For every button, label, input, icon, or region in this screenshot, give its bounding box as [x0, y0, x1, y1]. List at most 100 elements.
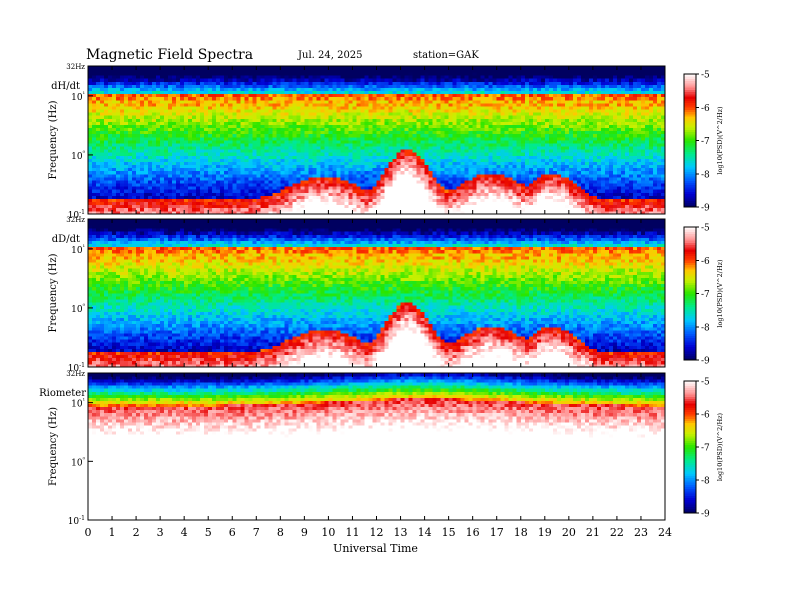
spectrogram-cell — [492, 204, 498, 209]
spectrogram-cell — [388, 112, 393, 116]
spectrogram-cell — [116, 186, 121, 190]
spectrogram-cell — [360, 189, 365, 193]
spectrogram-cell — [260, 136, 265, 141]
spectrogram-cell — [472, 201, 478, 206]
spectrogram-cell — [400, 143, 405, 147]
spectrogram-cell — [292, 189, 297, 193]
spectrogram-cell — [168, 180, 173, 184]
spectrogram-cell — [208, 84, 213, 88]
spectrogram-cell — [428, 106, 433, 110]
spectrogram-cell — [260, 204, 265, 209]
spectrogram-cell — [316, 146, 321, 150]
spectrogram-cell — [216, 87, 221, 92]
spectrogram-cell — [96, 167, 101, 172]
spectrogram-cell — [224, 204, 229, 209]
spectrogram-cell — [112, 75, 117, 79]
spectrogram-cell — [408, 189, 413, 193]
spectrogram-cell — [140, 204, 145, 209]
spectrogram-cell — [304, 152, 309, 156]
spectrogram-cell — [324, 204, 329, 209]
spectrogram-cell — [484, 75, 490, 79]
spectrogram-cell — [268, 124, 273, 129]
spectrogram-cell — [484, 136, 490, 141]
spectrogram-cell — [472, 72, 478, 76]
spectrogram-cell — [432, 99, 438, 104]
spectrogram-cell — [280, 112, 285, 116]
spectrogram-cell — [176, 72, 181, 76]
spectrogram-cell — [332, 66, 337, 70]
spectrogram-cell — [176, 167, 181, 172]
spectrogram-cell — [152, 78, 157, 82]
spectrogram-cell — [400, 103, 405, 107]
spectrogram-cell — [400, 152, 405, 156]
spectrogram-cell — [156, 72, 161, 76]
spectrogram-cell — [224, 127, 229, 132]
spectrogram-cell — [408, 66, 413, 70]
spectrogram-cell — [312, 180, 317, 184]
spectrogram-cell — [108, 109, 113, 113]
spectrogram-cell — [388, 118, 393, 122]
spectrogram-cell — [448, 72, 454, 76]
spectrogram-cell — [248, 103, 253, 107]
spectrogram-cell — [384, 93, 389, 98]
spectrogram-cell — [460, 115, 466, 119]
spectrogram-cell — [256, 130, 261, 135]
spectrogram-cell — [396, 164, 401, 169]
spectrogram-cell — [332, 180, 337, 184]
spectrogram-cell — [500, 164, 506, 169]
spectrogram-cell — [340, 115, 345, 119]
spectrogram-cell — [160, 146, 165, 150]
spectrogram-cell — [328, 66, 333, 70]
spectrogram-cell — [244, 121, 249, 125]
spectrogram-cell — [464, 192, 470, 196]
spectrogram-cell — [464, 99, 470, 104]
spectrogram-cell — [120, 155, 125, 159]
spectrogram-cell — [156, 124, 161, 129]
spectrogram-cell — [344, 84, 349, 88]
spectrogram-cell — [164, 152, 169, 156]
spectrogram-cell — [412, 103, 417, 107]
spectrogram-cell — [176, 195, 181, 199]
spectrogram-cell — [224, 112, 229, 116]
spectrogram-cell — [168, 109, 173, 113]
spectrogram-cell — [248, 164, 253, 169]
spectrogram-cell — [500, 143, 506, 147]
spectrogram-cell — [436, 109, 442, 113]
spectrogram-cell — [120, 167, 125, 172]
spectrogram-cell — [336, 78, 341, 82]
spectrogram-cell — [420, 75, 425, 79]
spectrogram-cell — [192, 173, 197, 178]
spectrogram-cell — [112, 173, 117, 178]
spectrogram-cell — [320, 87, 325, 92]
spectrogram-cell — [108, 106, 113, 110]
spectrogram-cell — [200, 127, 205, 132]
spectrogram-cell — [328, 69, 333, 73]
spectrogram-cell — [408, 127, 413, 132]
spectrogram-cell — [440, 146, 446, 150]
spectrogram-cell — [400, 90, 405, 95]
spectrogram-cell — [372, 189, 377, 193]
spectrogram-cell — [156, 87, 161, 92]
spectrogram-cell — [124, 167, 129, 172]
spectrogram-cell — [396, 118, 401, 122]
spectrogram-cell — [292, 177, 297, 181]
spectrogram-cell — [432, 133, 438, 138]
spectrogram-cell — [300, 140, 305, 144]
spectrogram-cell — [180, 158, 185, 162]
spectrogram-cell — [240, 149, 245, 153]
spectrogram-cell — [92, 173, 97, 178]
spectrogram-cell — [280, 201, 285, 206]
spectrogram-cell — [324, 121, 329, 125]
spectrogram-cell — [196, 72, 201, 76]
spectrogram-cell — [456, 149, 462, 153]
spectrogram-cell — [332, 195, 337, 199]
spectrogram-cell — [372, 78, 377, 82]
spectrogram-cell — [104, 186, 109, 190]
spectrogram-cell — [388, 143, 393, 147]
spectrogram-cell — [332, 143, 337, 147]
spectrogram-cell — [304, 161, 309, 166]
spectrogram-cell — [412, 112, 417, 116]
spectrogram-cell — [308, 127, 313, 132]
spectrogram-cell — [96, 96, 101, 101]
spectrogram-cell — [444, 72, 450, 76]
